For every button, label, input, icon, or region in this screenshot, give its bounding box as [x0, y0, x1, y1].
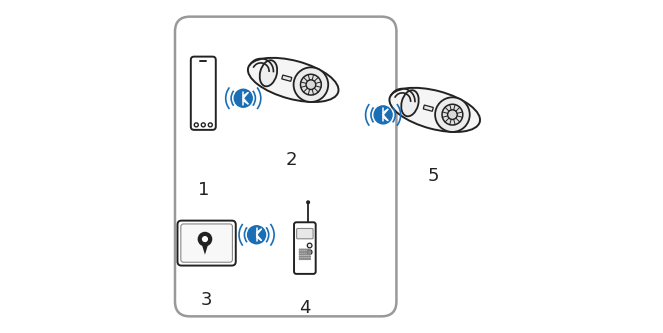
Circle shape	[234, 89, 252, 107]
Circle shape	[294, 67, 328, 102]
Circle shape	[202, 123, 206, 127]
FancyBboxPatch shape	[296, 228, 313, 239]
Text: 3: 3	[201, 291, 212, 309]
FancyBboxPatch shape	[181, 224, 233, 262]
FancyBboxPatch shape	[191, 57, 215, 130]
FancyBboxPatch shape	[294, 222, 316, 274]
Text: 1: 1	[198, 181, 209, 199]
Circle shape	[208, 123, 212, 127]
Circle shape	[247, 226, 266, 244]
Text: 4: 4	[299, 299, 310, 317]
Circle shape	[202, 236, 208, 242]
Circle shape	[194, 123, 198, 127]
Text: 2: 2	[286, 151, 297, 169]
Circle shape	[306, 80, 316, 90]
Circle shape	[435, 97, 470, 132]
Circle shape	[442, 104, 463, 125]
Circle shape	[307, 250, 312, 254]
Ellipse shape	[401, 90, 419, 116]
Circle shape	[374, 106, 392, 124]
Polygon shape	[202, 243, 209, 255]
Circle shape	[448, 110, 457, 120]
Polygon shape	[282, 75, 292, 81]
Ellipse shape	[389, 88, 480, 132]
Circle shape	[300, 74, 322, 95]
Ellipse shape	[260, 60, 277, 86]
Circle shape	[307, 243, 312, 248]
Circle shape	[307, 201, 310, 203]
Ellipse shape	[248, 58, 339, 102]
Text: 5: 5	[428, 167, 439, 185]
Polygon shape	[423, 105, 434, 111]
Circle shape	[198, 232, 212, 246]
FancyBboxPatch shape	[178, 220, 236, 266]
FancyBboxPatch shape	[175, 17, 396, 316]
